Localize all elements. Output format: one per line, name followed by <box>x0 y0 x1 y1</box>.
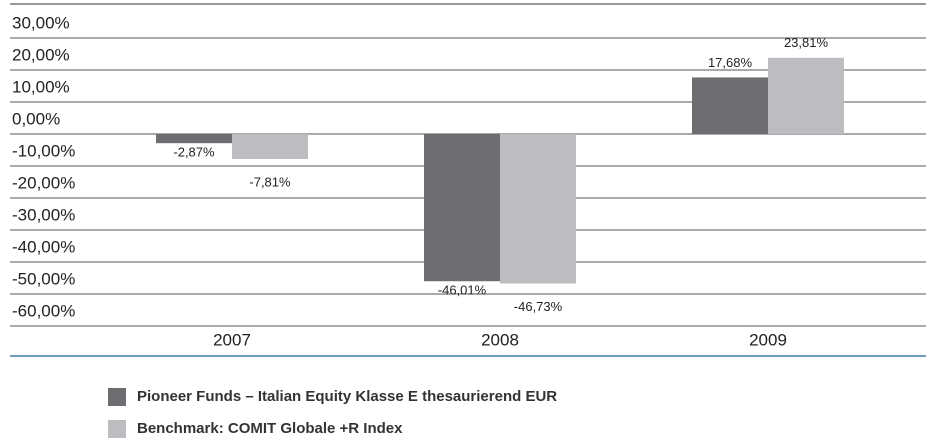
legend-swatch <box>108 420 126 438</box>
bar <box>232 134 308 159</box>
legend-swatch <box>108 388 126 406</box>
bar <box>768 57 844 134</box>
bar <box>692 77 768 134</box>
y-tick-label: -10,00% <box>12 141 75 160</box>
x-tick-label: 2008 <box>481 330 519 349</box>
y-tick-label: 10,00% <box>12 77 70 96</box>
y-tick-label: -30,00% <box>12 205 75 224</box>
bar <box>500 134 576 284</box>
value-label: -7,81% <box>249 174 291 189</box>
bar <box>424 134 500 282</box>
value-label: -46,01% <box>438 283 487 298</box>
value-label: 17,68% <box>708 55 753 70</box>
value-label: 23,81% <box>784 35 829 50</box>
legend-label: Benchmark: COMIT Globale +R Index <box>137 420 403 437</box>
x-tick-label: 2009 <box>749 330 787 349</box>
legend-label: Pioneer Funds – Italian Equity Klasse E … <box>137 388 557 405</box>
y-tick-label: -60,00% <box>12 301 75 320</box>
y-tick-label: -40,00% <box>12 237 75 256</box>
y-tick-label: 0,00% <box>12 109 60 128</box>
y-tick-label: -20,00% <box>12 173 75 192</box>
x-tick-label: 2007 <box>213 330 251 349</box>
value-label: -46,73% <box>514 299 563 314</box>
y-tick-label: -50,00% <box>12 269 75 288</box>
value-label: -2,87% <box>173 145 215 160</box>
bar <box>156 134 232 144</box>
y-tick-label: 20,00% <box>12 45 70 64</box>
y-tick-label: 30,00% <box>12 13 70 32</box>
